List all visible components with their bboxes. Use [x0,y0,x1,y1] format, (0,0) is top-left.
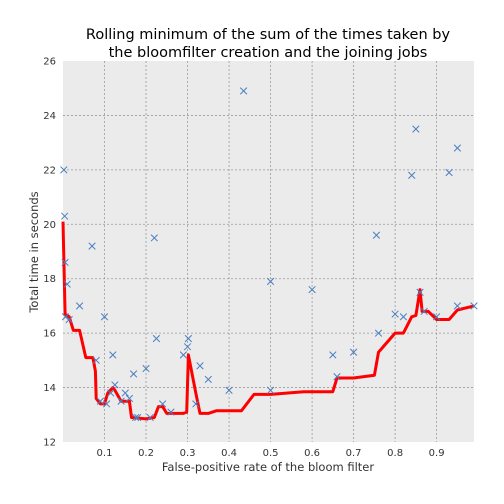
scatter-point [129,370,138,378]
scatter-point [88,242,96,250]
y-tick-label: 20 [43,220,56,231]
x-tick-label: 0.6 [304,448,320,459]
scatter-point [167,408,175,416]
scatter-point [399,313,408,321]
scatter-point [102,400,111,408]
scatter-point [329,351,337,359]
scatter-point [92,356,100,365]
scatter-point [179,351,188,359]
scatter-point [333,373,341,381]
x-tick-label: 0.8 [387,448,403,459]
scatter-point [158,400,167,408]
scatter-point [152,334,161,343]
scatter-points [60,87,478,422]
scatter-point [134,413,142,422]
chart-title-line-2: the bloomfilter creation and the joining… [109,45,428,61]
scatter-point [183,343,192,351]
y-axis-label: Total time in seconds [27,191,41,313]
x-tick-label: 0.3 [180,448,196,459]
scatter-point [374,329,383,337]
x-axis-label: False-positive rate of the bloom filter [162,460,375,474]
rolling-minimum-path [61,221,475,421]
scatter-point [445,168,453,177]
scatter-point [63,280,71,288]
scatter-point [61,258,69,267]
scatter-point [266,386,275,394]
scatter-point [391,310,399,318]
scatter-point [117,397,125,405]
y-tick-label: 16 [43,329,56,340]
x-tick-label: 0.1 [97,448,113,459]
scatter-point [100,313,109,321]
y-tick-label: 18 [43,274,56,285]
scatter-point [184,334,193,343]
scatter-point [111,381,119,389]
rolling-minimum-line [61,221,475,421]
scatter-point [96,397,105,405]
scatter-point [239,87,248,95]
scatter-point [416,288,424,296]
x-tick-label: 0.7 [346,448,362,459]
scatter-point [125,394,134,403]
scatter-point [204,375,212,384]
chart-title-line-1: Rolling minimum of the sum of the times … [86,27,451,43]
scatter-point [225,386,233,394]
x-tick-label: 0.2 [138,448,154,459]
scatter-point [432,313,441,321]
scatter-point [372,231,381,239]
scatter-point [470,302,478,310]
scatter-point [142,364,150,373]
y-tick-label: 22 [43,165,56,176]
plot-area [63,61,474,442]
scatter-point [420,307,428,316]
scatter-point [308,285,316,294]
scatter-point [131,413,140,422]
scatter-point [266,277,275,286]
scatter-point [61,313,70,321]
scatter-point [453,144,462,152]
x-tick-label: 0.9 [429,448,445,459]
x-tick-label: 0.4 [221,448,237,459]
scatter-point [109,351,117,359]
scatter-point [146,413,154,422]
tick-labels: 0.1 0.2 0.3 0.4 0.5 0.6 0.7 0.8 0.9 12 14 16 18 20 22 2… [43,57,444,460]
y-tick-label: 26 [43,57,56,68]
scatter-point [453,302,462,310]
scatter-point [121,389,129,397]
scatter-point [150,234,158,242]
scatter-point [75,302,84,310]
y-tick-label: 24 [43,111,56,122]
scatter-point [61,212,69,220]
scatter-point [349,348,358,356]
x-tick-label: 0.5 [263,448,279,459]
scatter-point [60,166,68,174]
scatter-point [412,125,420,133]
scatter-point [107,389,115,397]
scatter-point [192,400,200,408]
scatter-point [408,171,416,179]
y-tick-label: 12 [43,438,56,449]
scatter-point [65,315,73,324]
scatter-point [196,362,204,370]
y-tick-label: 14 [43,383,56,394]
